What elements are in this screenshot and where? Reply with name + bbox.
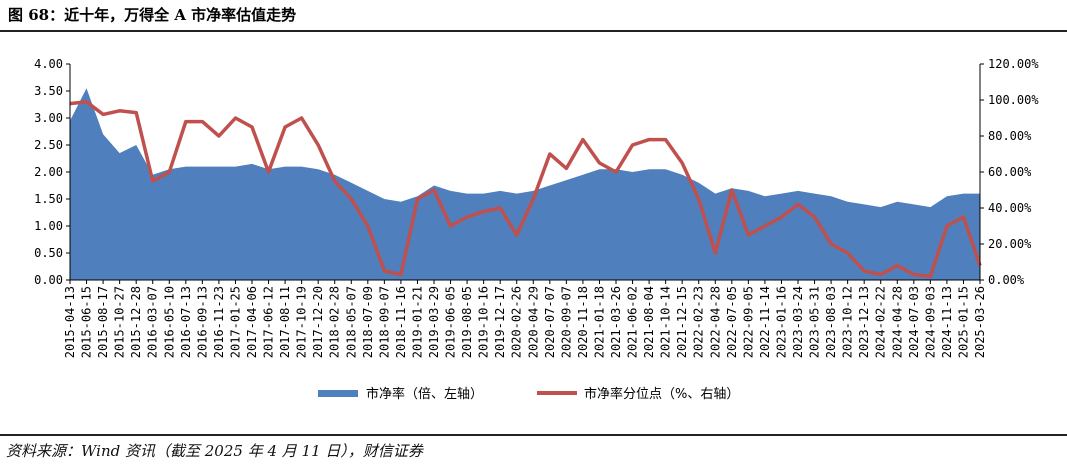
pb-valuation-chart: 0.00 0.50 1.00 1.50 2.00 2.50 3.00 3.50 4.00 0.00… (34, 57, 1039, 402)
x-tick-label: 2020-04-29 (526, 286, 540, 358)
x-tick-label: 2020-09-07 (559, 286, 573, 358)
x-tick-label: 2023-05-31 (808, 286, 822, 358)
legend-label-pb: 市净率（倍、左轴） (366, 386, 483, 402)
x-tick-label: 2022-02-23 (692, 286, 706, 358)
x-tick-label: 2015-08-17 (96, 286, 110, 358)
x-tick-label: 2015-04-13 (63, 286, 77, 358)
left-tick-label: 1.50 (34, 192, 63, 206)
x-tick-label: 2016-09-13 (195, 286, 209, 358)
x-tick-label: 2022-11-14 (758, 286, 772, 358)
left-tick-label: 0.50 (34, 246, 63, 260)
x-tick-label: 2024-07-03 (907, 286, 921, 358)
x-tick-label: 2023-01-16 (774, 286, 788, 358)
legend-label-percentile: 市净率分位点（%、右轴） (584, 386, 739, 402)
right-tick-label: 120.00% (988, 57, 1039, 71)
left-tick-label: 2.50 (34, 138, 63, 152)
plot-area (69, 88, 982, 280)
x-tick-label: 2015-06-15 (80, 286, 94, 358)
x-tick-label: 2015-12-28 (129, 286, 143, 358)
x-tick-label: 2021-08-04 (642, 286, 656, 358)
x-tick-label: 2025-01-15 (956, 286, 970, 358)
x-tick-label: 2018-05-07 (344, 286, 358, 358)
x-tick-label: 2020-07-07 (543, 286, 557, 358)
source-note: 资料来源：Wind 资讯（截至 2025 年 4 月 11 日），财信证券 (6, 442, 423, 460)
legend: 市净率（倍、左轴） 市净率分位点（%、右轴） (318, 386, 739, 402)
left-tick-label: 4.00 (34, 57, 63, 71)
x-tick-label: 2023-03-24 (791, 286, 805, 358)
left-tick-label: 1.00 (34, 219, 63, 233)
x-tick-label: 2022-09-05 (741, 286, 755, 358)
x-tick-label: 2019-08-05 (460, 286, 474, 358)
x-tick-label: 2023-10-12 (841, 286, 855, 358)
x-tick-label: 2023-12-13 (857, 286, 871, 358)
x-tick-label: 2017-10-19 (295, 286, 309, 358)
percentile-line-series (69, 100, 982, 279)
x-tick-label: 2017-12-20 (311, 286, 325, 358)
x-tick-label: 2022-07-05 (725, 286, 739, 358)
right-tick-label: 80.00% (988, 129, 1032, 143)
x-tick-label: 2016-11-23 (212, 286, 226, 358)
x-tick-label: 2024-09-03 (923, 286, 937, 358)
x-tick-label: 2023-08-03 (824, 286, 838, 358)
legend-swatch-percentile (537, 391, 577, 395)
x-tick-label: 2025-03-26 (973, 286, 987, 358)
legend-swatch-pb (318, 390, 358, 397)
x-tick-label: 2017-06-12 (262, 286, 276, 358)
right-tick-label: 20.00% (988, 237, 1032, 251)
right-tick-label: 0.00% (988, 273, 1025, 287)
x-tick-label: 2020-02-26 (510, 286, 524, 358)
x-tick-label: 2022-04-28 (708, 286, 722, 358)
x-tick-label: 2016-03-07 (146, 286, 160, 358)
left-tick-label: 3.00 (34, 111, 63, 125)
x-tick-label: 2019-12-17 (493, 286, 507, 358)
x-tick-label: 2018-11-16 (394, 286, 408, 358)
x-tick-label: 2019-10-16 (477, 286, 491, 358)
x-tick-label: 2017-04-06 (245, 286, 259, 358)
x-tick-label: 2019-01-21 (410, 286, 424, 358)
figure-title: 图 68：近十年，万得全 A 市净率估值走势 (8, 6, 297, 24)
left-tick-label: 0.00 (34, 273, 63, 287)
x-tick-label: 2020-11-18 (576, 286, 590, 358)
left-tick-label: 3.50 (34, 84, 63, 98)
right-tick-label: 60.00% (988, 165, 1032, 179)
right-tick-label: 100.00% (988, 93, 1039, 107)
x-tick-label: 2021-06-02 (626, 286, 640, 358)
x-tick-label: 2021-01-18 (592, 286, 606, 358)
x-tick-label: 2021-03-26 (609, 286, 623, 358)
x-tick-label: 2024-04-28 (890, 286, 904, 358)
x-tick-label: 2016-05-10 (162, 286, 176, 358)
x-tick-label: 2019-06-05 (444, 286, 458, 358)
x-tick-label: 2017-01-25 (228, 286, 242, 358)
title-rule (0, 30, 1067, 32)
x-tick-label: 2021-10-14 (659, 286, 673, 358)
x-tick-label: 2024-02-22 (874, 286, 888, 358)
x-tick-label: 2018-09-07 (377, 286, 391, 358)
x-tick-label: 2018-02-28 (328, 286, 342, 358)
footer-rule (0, 434, 1067, 436)
x-tick-label: 2015-10-27 (113, 286, 127, 358)
left-tick-label: 2.00 (34, 165, 63, 179)
x-tick-label: 2019-03-29 (427, 286, 441, 358)
x-tick-label: 2018-07-09 (361, 286, 375, 358)
x-tick-label: 2016-07-13 (179, 286, 193, 358)
x-tick-label: 2021-12-15 (675, 286, 689, 358)
right-tick-label: 40.00% (988, 201, 1032, 215)
axes: 0.00 0.50 1.00 1.50 2.00 2.50 3.00 3.50 4.00 0.00… (34, 57, 1039, 358)
x-tick-label: 2017-08-11 (278, 286, 292, 358)
x-tick-label: 2024-11-13 (940, 286, 954, 358)
